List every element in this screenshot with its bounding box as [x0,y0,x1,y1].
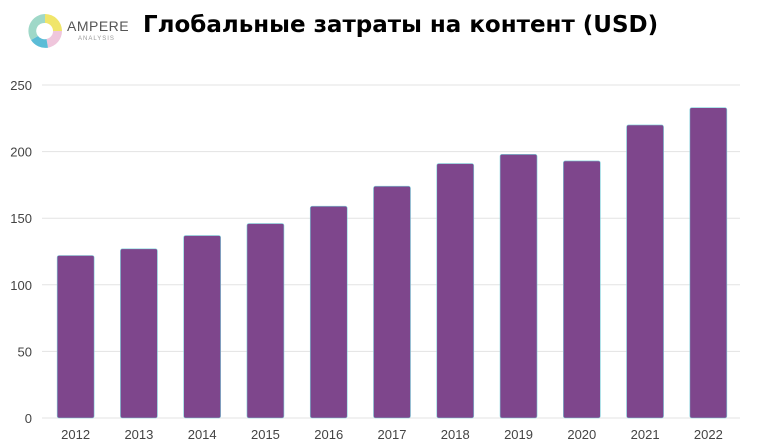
bar-2016 [309,205,348,419]
ampere-analysis-logo [26,12,136,50]
y-tick-label: 50 [18,344,32,359]
x-tick-label: 2022 [694,427,723,442]
bar-2012 [56,255,95,419]
bar-2020 [563,160,601,419]
chart-title: Глобальные затраты на контент (USD) [143,12,659,38]
x-tick-label: 2021 [631,427,660,442]
y-tick-label: 150 [10,211,32,226]
x-tick-label: 2020 [567,427,596,442]
bar-2015 [246,223,285,419]
bar-2022 [689,107,728,419]
x-tick-label: 2016 [314,427,343,442]
x-tick-label: 2019 [504,427,533,442]
y-tick-label: 0 [25,411,32,426]
y-tick-label: 100 [10,278,32,293]
x-tick-label: 2012 [61,427,90,442]
bar-2014 [183,235,221,419]
logo-name: AMPERE [67,18,130,34]
x-tick-label: 2017 [378,427,407,442]
x-tick-label: 2015 [251,427,280,442]
logo-ring-icon [28,14,62,48]
x-tick-label: 2013 [124,427,153,442]
bar-2021 [626,124,664,419]
logo-subtitle: ANALYSIS [78,36,115,42]
bar-2017 [373,185,411,419]
x-tick-label: 2018 [441,427,470,442]
bar-2013 [120,248,158,419]
x-tick-label: 2014 [188,427,217,442]
y-tick-label: 250 [10,78,32,93]
bar-2019 [499,153,538,419]
bar-2018 [436,163,475,419]
y-tick-label: 200 [10,145,32,160]
